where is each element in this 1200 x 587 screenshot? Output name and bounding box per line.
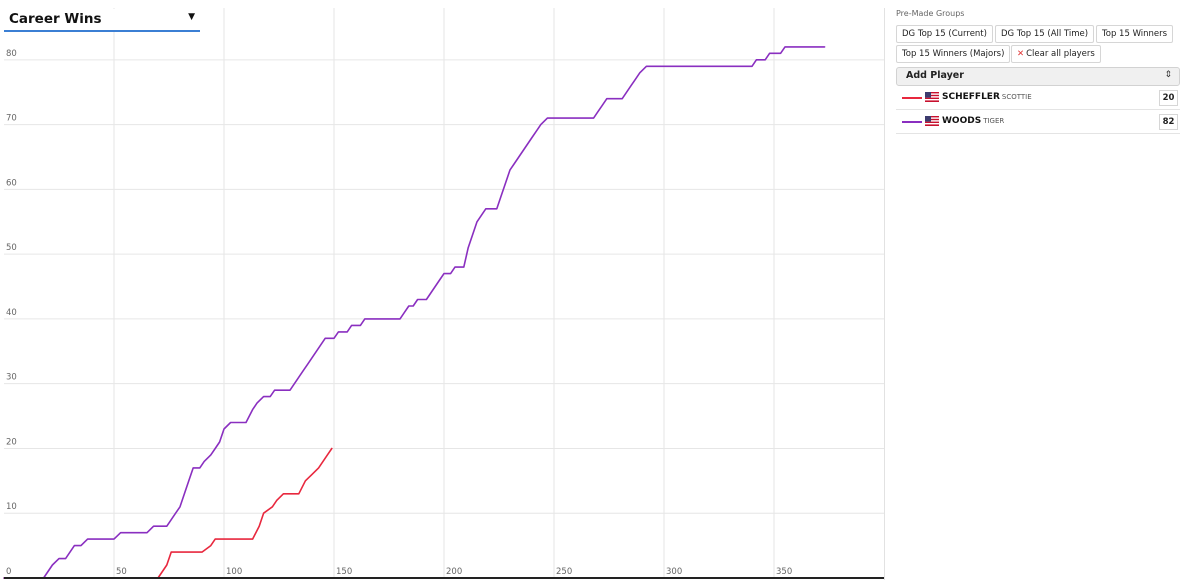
x-tick-label: 250	[556, 567, 572, 577]
career-wins-chart: 50 100 150 200 250 300 350 0 10 20 30 40 50 60 70 80	[3, 8, 884, 579]
y-tick-label: 40	[6, 308, 17, 318]
series-line-scheffler	[3, 447, 333, 579]
x-tick-label: 100	[226, 567, 242, 577]
player-panel: Pre-Made Groups DG Top 15 (Current) DG T…	[896, 0, 1182, 587]
x-tick-label: 200	[446, 567, 462, 577]
player-row-woods[interactable]: WOODS TIGER 82	[896, 111, 1180, 134]
player-name: WOODS TIGER	[942, 116, 1004, 126]
y-tick-label: 20	[6, 437, 17, 447]
player-first-name: SCOTTIE	[1001, 93, 1032, 101]
player-row-scheffler[interactable]: SCHEFFLER SCOTTIE 20	[896, 87, 1180, 110]
series-color-swatch	[902, 121, 922, 123]
group-top15-winners-button[interactable]: Top 15 Winners	[1096, 25, 1174, 43]
y-tick-label: 10	[6, 502, 17, 512]
chart-area: 50 100 150 200 250 300 350 0 10 20 30 40 50 60 70 80 Ca…	[3, 8, 884, 579]
player-last-name: WOODS	[942, 116, 982, 126]
x-icon: ✕	[1017, 49, 1025, 59]
series-line-woods	[3, 46, 826, 579]
y-tick-label: 30	[6, 373, 17, 383]
y-tick-label: 70	[6, 114, 17, 124]
player-value: 82	[1159, 114, 1178, 130]
player-first-name: TIGER	[983, 117, 1005, 125]
group-dg-top15-current-button[interactable]: DG Top 15 (Current)	[896, 25, 993, 43]
panel-divider	[884, 8, 885, 580]
metric-dropdown-label: Career Wins	[9, 11, 102, 27]
x-tick-label: 300	[666, 567, 682, 577]
x-tick-label: 350	[776, 567, 792, 577]
caret-down-icon: ▼	[188, 12, 195, 22]
y-tick-label: 60	[6, 178, 17, 188]
player-name: SCHEFFLER SCOTTIE	[942, 92, 1032, 102]
group-top15-winners-majors-button[interactable]: Top 15 Winners (Majors)	[896, 45, 1011, 63]
x-tick-label: 50	[116, 567, 127, 577]
group-dg-top15-alltime-button[interactable]: DG Top 15 (All Time)	[995, 25, 1095, 43]
chevron-up-down-icon: ⇕	[1164, 70, 1172, 80]
y-tick-label: 80	[6, 49, 17, 59]
metric-dropdown[interactable]: Career Wins ▼	[4, 9, 200, 32]
premade-groups-title: Pre-Made Groups	[896, 9, 965, 18]
y-tick-label: 50	[6, 243, 17, 253]
add-player-select[interactable]: Add Player ⇕	[896, 67, 1180, 86]
add-player-label: Add Player	[906, 70, 964, 81]
y-tick-label: 0	[6, 567, 11, 577]
clear-all-label: Clear all players	[1026, 49, 1095, 59]
player-last-name: SCHEFFLER	[942, 92, 1000, 102]
x-tick-label: 150	[336, 567, 352, 577]
series-color-swatch	[902, 97, 922, 99]
us-flag-icon	[925, 92, 939, 102]
clear-all-players-button[interactable]: ✕ Clear all players	[1011, 45, 1101, 63]
player-value: 20	[1159, 90, 1178, 106]
us-flag-icon	[925, 116, 939, 126]
